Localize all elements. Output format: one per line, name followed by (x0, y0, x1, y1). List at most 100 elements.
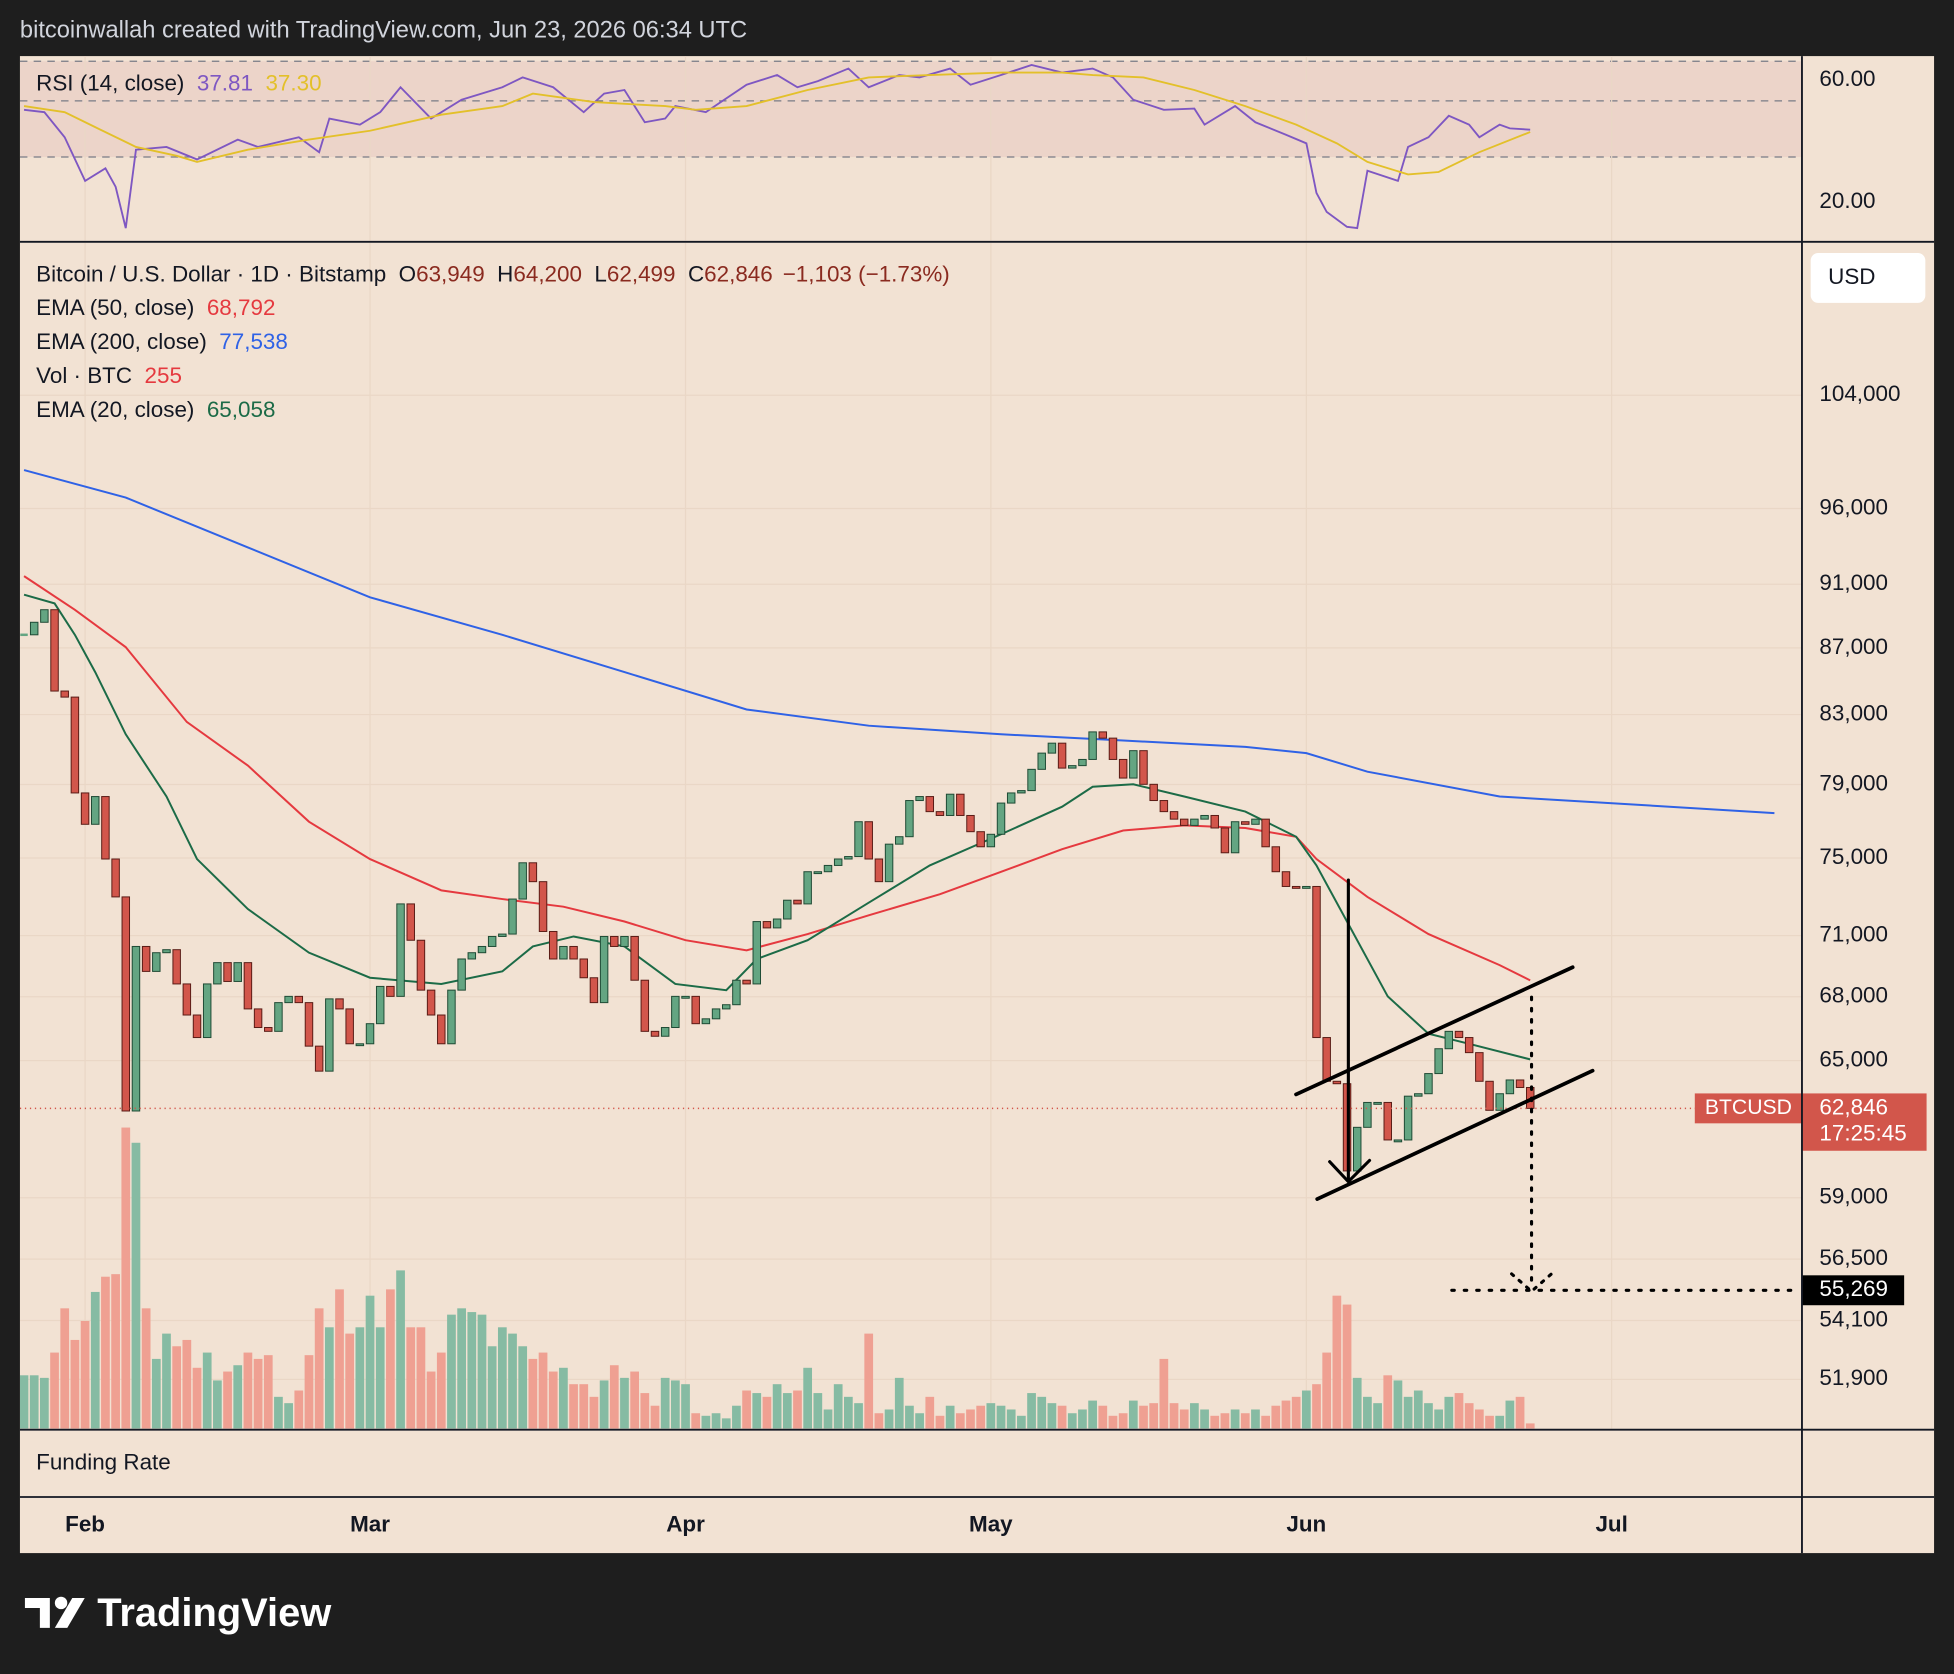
volume-bar (101, 1276, 110, 1429)
candle-body (131, 945, 141, 1112)
change: −1,103 (−1.73%) (783, 261, 950, 286)
volume-bar (274, 1396, 283, 1429)
volume-bar (925, 1396, 935, 1429)
candle-body (335, 998, 344, 1010)
indicator-legend: Vol · BTC 255 (36, 363, 182, 388)
volume-bar (467, 1312, 477, 1429)
volume-bar (202, 1352, 212, 1429)
candle-body (1037, 752, 1046, 770)
x-tick-label: Jul (1595, 1512, 1627, 1537)
volume-bar (1505, 1400, 1515, 1429)
logo-mark (54, 1597, 85, 1628)
candle-body (762, 921, 772, 929)
candle-body (314, 1045, 324, 1072)
volume-bar (874, 1413, 884, 1429)
volume-bar (844, 1396, 853, 1429)
volume-bar (1027, 1393, 1036, 1429)
volume-bar (772, 1384, 782, 1429)
candle-body (29, 621, 39, 636)
volume-bar (40, 1377, 49, 1429)
candle-body (915, 796, 924, 802)
volume-bar (355, 1327, 365, 1429)
volume-bar (813, 1393, 823, 1429)
volume-bar (1373, 1403, 1382, 1429)
candle-body (925, 796, 935, 813)
pattern-drawing (1294, 878, 1595, 1294)
volume-bar (884, 1409, 894, 1429)
symbol-tag (1694, 1093, 1802, 1124)
volume-bar (1322, 1352, 1332, 1429)
volume-bar (284, 1403, 293, 1429)
candle-body (1251, 818, 1260, 825)
volume-bar (1098, 1405, 1108, 1429)
volume-bar (1210, 1415, 1220, 1429)
volume-bar (182, 1339, 192, 1429)
candle-body (691, 995, 700, 1025)
y-tick-label: 79,000 (1819, 770, 1888, 795)
volume-bar (528, 1358, 538, 1429)
volume-bar (345, 1333, 355, 1429)
candle-body (1129, 750, 1138, 779)
volume-bar (711, 1413, 721, 1429)
candle-body (1027, 768, 1036, 792)
candle-body (650, 1030, 660, 1037)
volume-bar (660, 1377, 670, 1429)
candle-body (274, 1002, 283, 1032)
candle-body (1057, 742, 1067, 769)
candle-body (1098, 731, 1108, 739)
volume-bar (386, 1289, 395, 1429)
candle-body (1312, 885, 1321, 1039)
candle-body (1281, 871, 1291, 887)
ohlc-value: 62,499 (607, 261, 676, 286)
volume-bar (1485, 1415, 1494, 1429)
candle-body (304, 1002, 314, 1047)
volume-bar (793, 1390, 802, 1429)
candle-body (1149, 783, 1158, 802)
y-tick-label: 56,500 (1819, 1245, 1888, 1270)
candle-body (660, 1027, 670, 1037)
volume-bar (365, 1295, 375, 1429)
currency-label[interactable]: USD (1828, 264, 1875, 289)
candle-body (141, 945, 151, 972)
volume-bar (1403, 1396, 1413, 1429)
volume-bar (375, 1327, 385, 1429)
volume-bar (1444, 1396, 1454, 1429)
candle-body (1383, 1101, 1392, 1141)
volume-bar (762, 1396, 772, 1429)
volume-bar (1363, 1396, 1372, 1429)
candle-body (375, 985, 385, 1025)
volume-bar (976, 1405, 986, 1429)
candle-body (1454, 1030, 1464, 1039)
volume-bar (1006, 1409, 1016, 1429)
candle-body (1485, 1080, 1494, 1111)
volume-bar (1088, 1400, 1097, 1429)
rsi-pane (19, 56, 1802, 241)
target-label: 55,269 (1819, 1276, 1888, 1301)
volume-bar (172, 1346, 182, 1429)
candle-body (1190, 818, 1199, 826)
volume-bar (223, 1371, 232, 1429)
volume-bar (701, 1415, 711, 1429)
currency-button[interactable] (1810, 253, 1926, 303)
candle-body (1363, 1101, 1372, 1128)
candle-body (1088, 731, 1097, 760)
volume-bar (314, 1308, 324, 1429)
volume-bar (1332, 1295, 1342, 1429)
candle-body (355, 1043, 365, 1047)
indicator-value: 65,058 (207, 397, 276, 422)
indicator-name: Vol · BTC (36, 363, 132, 388)
candle-body (793, 899, 802, 905)
candle-body (121, 896, 131, 1112)
candle-body (202, 983, 212, 1039)
volume-bar (1383, 1375, 1393, 1429)
volume-bar (1037, 1396, 1047, 1429)
candle-body (101, 796, 110, 860)
y-tick-label: 59,000 (1819, 1184, 1888, 1209)
volume-bar (487, 1346, 497, 1429)
volume-bar (548, 1371, 558, 1429)
candle-body (864, 821, 873, 860)
rsi-value: 37.81 (197, 71, 253, 96)
volume-bar (1017, 1415, 1026, 1429)
candle-body (945, 793, 955, 816)
rsi-legend: RSI (14, close) 37.81 37.30 (36, 71, 321, 96)
